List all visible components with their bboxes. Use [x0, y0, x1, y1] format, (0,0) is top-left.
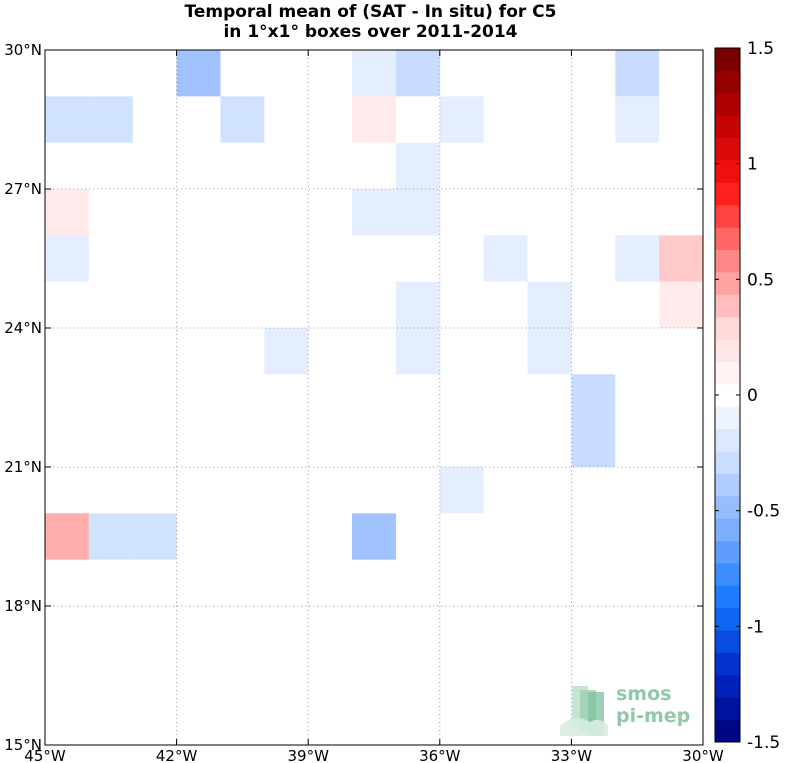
heatmap-cell: [264, 328, 309, 375]
colorbar-segment: [715, 585, 740, 609]
colorbar-tick-label: 1.5: [747, 39, 774, 59]
colorbar-tick-label: -1.5: [747, 733, 780, 753]
colorbar-segment: [715, 719, 740, 743]
heatmap-cell: [88, 96, 133, 143]
heatmap-cell: [483, 235, 528, 282]
heatmap-cell: [659, 281, 703, 328]
chart-title-line-2: in 1°x1° boxes over 2011-2014: [223, 22, 518, 42]
colorbar-segment: [715, 271, 740, 295]
heatmap-cell: [45, 513, 89, 560]
colorbar-segment: [715, 339, 740, 362]
colorbar-segment: [715, 518, 740, 542]
x-tick-label: 33°W: [551, 747, 593, 763]
heatmap-cell: [527, 281, 572, 328]
smos-pi-mep-logo: smos pi-mep: [560, 683, 690, 736]
x-tick-label: 45°W: [24, 747, 66, 763]
x-tick-label: 36°W: [419, 747, 461, 763]
colorbar-segment: [715, 428, 740, 452]
colorbar-segment: [715, 159, 740, 183]
heatmap-cell: [88, 513, 133, 560]
colorbar-segment: [715, 115, 740, 139]
heatmap-cell: [45, 96, 89, 143]
colorbar-segment: [715, 562, 740, 586]
heatmap-cell: [527, 328, 572, 375]
heatmap-cell: [615, 235, 660, 282]
colorbar-segment: [715, 674, 740, 698]
y-tick-label: 21°N: [4, 458, 42, 476]
heatmap-cell: [395, 142, 440, 189]
chart-title-line-1: Temporal mean of (SAT - In situ) for C5: [184, 2, 557, 22]
y-tick-label: 27°N: [4, 180, 42, 198]
colorbar-tick-label: 0.5: [747, 270, 774, 290]
heatmap-cell: [659, 235, 703, 282]
colorbar-segment: [715, 495, 740, 519]
logo-mark: [560, 686, 608, 736]
logo-text-pi-mep: pi-mep: [616, 705, 690, 727]
heatmap-cell: [395, 50, 440, 97]
heatmap-cell: [439, 96, 484, 143]
colorbar-segment: [715, 204, 740, 228]
heatmap-cell: [352, 513, 396, 560]
colorbar-segment: [715, 137, 740, 161]
y-tick-label: 30°N: [4, 41, 42, 59]
heatmap-cell: [615, 50, 660, 97]
colorbar-segment: [715, 70, 740, 94]
heatmap-cell: [571, 374, 616, 421]
colorbar-segment: [715, 540, 740, 564]
colorbar-segment: [715, 406, 740, 430]
colorbar-segment: [715, 227, 740, 250]
colorbar-segment: [715, 48, 740, 71]
colorbar-tick-label: -0.5: [747, 502, 780, 522]
x-tick-label: 39°W: [287, 747, 329, 763]
heatmap-cell: [571, 420, 616, 467]
colorbar-segment: [715, 630, 740, 653]
heatmap-cell: [132, 513, 177, 560]
heatmap-cell: [352, 189, 396, 236]
heatmap-cell: [439, 467, 484, 514]
heatmap-cell: [220, 96, 265, 143]
colorbar-segment: [715, 249, 740, 273]
colorbar-segment: [715, 652, 740, 676]
heatmap-cell: [45, 189, 89, 236]
x-tick-label: 30°W: [682, 747, 724, 763]
heatmap-cell: [395, 281, 440, 328]
heatmap-cell: [176, 50, 221, 97]
y-tick-label: 15°N: [4, 736, 42, 754]
y-tick-label: 24°N: [4, 319, 42, 337]
colorbar-segment: [715, 361, 740, 385]
colorbar-tick-label: 0: [747, 386, 758, 406]
colorbar-segment: [715, 92, 740, 116]
colorbar-segment: [715, 182, 740, 206]
heatmap-cell: [395, 189, 440, 236]
colorbar-segment: [715, 383, 740, 407]
heatmap-cell: [395, 328, 440, 375]
heatmap-cell: [45, 235, 89, 282]
heatmap-cell: [615, 96, 660, 143]
heatmap-cell: [352, 50, 396, 97]
colorbar-tick-label: 1: [747, 155, 758, 175]
colorbar-segment: [715, 697, 740, 721]
logo-text-smos: smos: [616, 683, 671, 705]
colorbar-segment: [715, 450, 740, 474]
colorbar-segment: [715, 294, 740, 318]
y-tick-label: 18°N: [4, 597, 42, 615]
colorbar-tick-label: -1: [747, 617, 764, 637]
colorbar-segment: [715, 473, 740, 497]
x-tick-label: 42°W: [156, 747, 198, 763]
colorbar-segment: [715, 607, 740, 631]
plot-frame: [44, 49, 704, 746]
colorbar-segment: [715, 316, 740, 340]
heatmap-cell: [352, 96, 396, 143]
